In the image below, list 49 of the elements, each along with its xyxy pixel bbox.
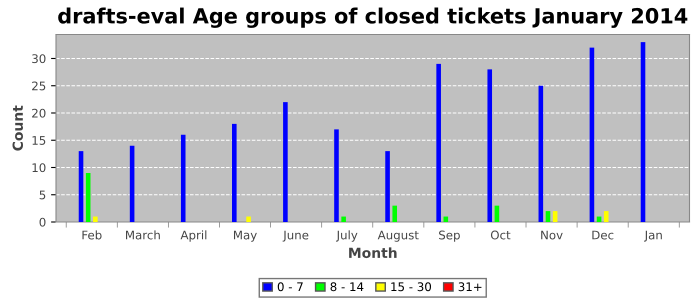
x-tick-label: Oct xyxy=(490,230,510,240)
legend-label: 8 - 14 xyxy=(330,282,364,292)
bar xyxy=(444,216,448,222)
y-tick-label: 30 xyxy=(32,54,46,64)
y-tick-label: 5 xyxy=(40,190,46,200)
bar xyxy=(341,216,346,222)
legend-label: 15 - 30 xyxy=(391,282,432,292)
bar xyxy=(487,69,492,222)
x-tick-label: Feb xyxy=(82,230,102,240)
bar xyxy=(130,146,134,222)
bar xyxy=(86,172,90,222)
bar xyxy=(552,211,558,222)
bar xyxy=(232,124,237,222)
x-tick-label: Sep xyxy=(439,230,460,242)
x-tick-label: Jan xyxy=(644,230,662,242)
x-tick-label: April xyxy=(180,230,206,242)
y-tick-label: 25 xyxy=(32,81,46,90)
y-tick-label: 15 xyxy=(32,136,46,145)
bar xyxy=(334,129,339,222)
bar xyxy=(392,206,398,222)
bar xyxy=(596,216,602,222)
chart-title: drafts-eval Age groups of closed tickets January 2014 xyxy=(58,8,688,28)
legend-label: 31+ xyxy=(458,282,482,292)
bar xyxy=(546,211,550,222)
x-tick-label: August xyxy=(378,230,419,242)
bar xyxy=(590,48,594,222)
x-tick-label: July xyxy=(336,230,358,242)
bar xyxy=(246,216,251,222)
bar xyxy=(538,86,544,222)
bar xyxy=(494,206,500,222)
bar xyxy=(640,42,646,222)
y-tick-label: 20 xyxy=(32,108,46,118)
legend-label: 0 - 7 xyxy=(278,282,303,292)
y-tick-label: 10 xyxy=(32,163,46,172)
x-tick-label: March xyxy=(126,230,160,240)
x-tick-label: May xyxy=(234,230,257,242)
bar xyxy=(93,216,98,222)
bar xyxy=(604,211,609,222)
x-tick-label: Nov xyxy=(541,230,563,240)
x-tick-label: Dec xyxy=(592,230,614,240)
y-tick-label: 0 xyxy=(40,218,46,227)
bar xyxy=(436,64,441,222)
bar xyxy=(78,151,84,222)
bar xyxy=(283,102,288,222)
bar xyxy=(180,134,186,222)
x-axis-title: Month xyxy=(349,247,397,258)
x-tick-label: June xyxy=(282,230,308,242)
y-axis-title: Count xyxy=(12,105,24,151)
bar xyxy=(385,151,390,222)
